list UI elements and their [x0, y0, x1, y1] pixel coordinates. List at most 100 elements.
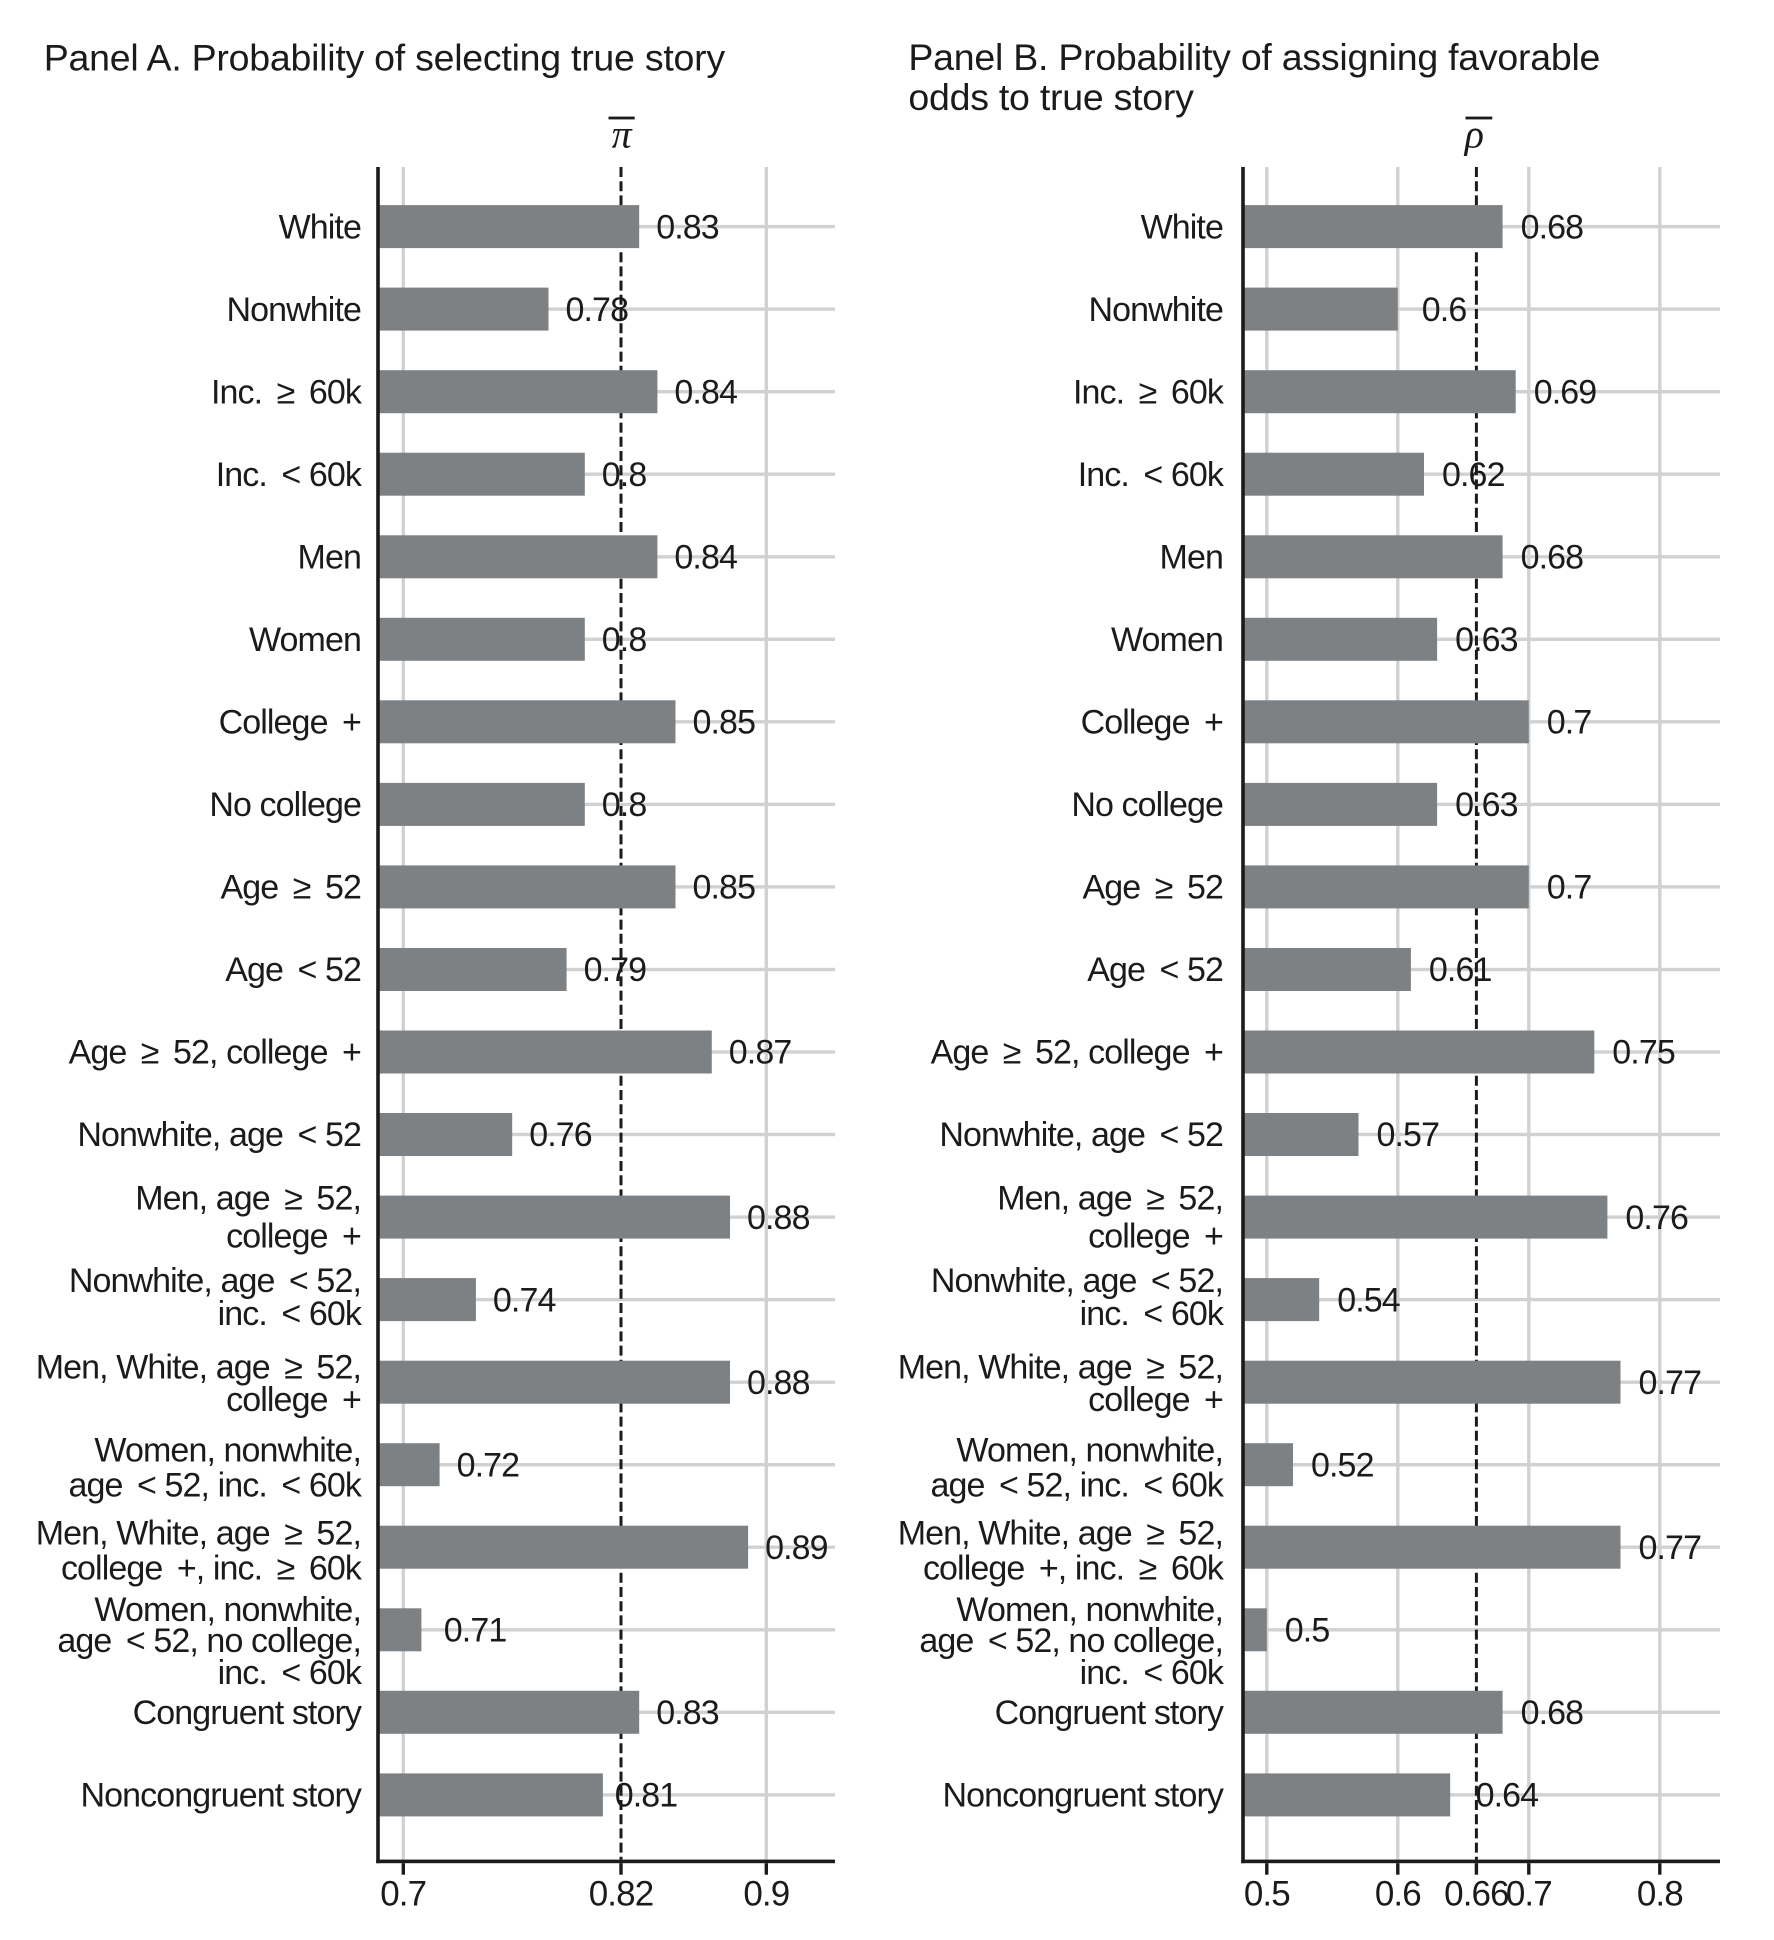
svg-text:0.8: 0.8 — [602, 456, 647, 494]
svg-text:0.64: 0.64 — [1476, 1777, 1539, 1815]
svg-text:College +: College + — [1081, 704, 1223, 742]
svg-text:Women, nonwhite,: Women, nonwhite, — [956, 1432, 1223, 1470]
svg-text:Women, nonwhite,: Women, nonwhite, — [956, 1591, 1223, 1629]
svg-text:0.76: 0.76 — [529, 1116, 592, 1154]
svg-text:college +: college + — [1088, 1381, 1223, 1419]
svg-text:0.7: 0.7 — [1547, 704, 1592, 742]
svg-text:0.5: 0.5 — [1244, 1875, 1290, 1914]
svg-text:0.9: 0.9 — [743, 1875, 789, 1914]
svg-text:0.77: 0.77 — [1639, 1364, 1702, 1402]
svg-text:Men: Men — [298, 539, 361, 577]
svg-text:0.5: 0.5 — [1285, 1612, 1330, 1650]
svg-text:0.72: 0.72 — [457, 1446, 520, 1484]
svg-text:ρ: ρ — [1463, 111, 1484, 156]
svg-text:Age ≥ 52: Age ≥ 52 — [221, 869, 361, 907]
svg-text:0.88: 0.88 — [747, 1364, 810, 1402]
svg-text:0.89: 0.89 — [765, 1529, 828, 1567]
svg-text:Inc. < 60k: Inc. < 60k — [216, 456, 363, 494]
svg-text:0.8: 0.8 — [602, 786, 647, 824]
svg-text:Age < 52: Age < 52 — [225, 951, 361, 989]
svg-text:0.84: 0.84 — [674, 373, 737, 411]
svg-text:College +: College + — [219, 704, 361, 742]
svg-text:0.87: 0.87 — [729, 1034, 792, 1072]
svg-text:age < 52, inc. < 60k: age < 52, inc. < 60k — [931, 1467, 1225, 1505]
svg-text:0.7: 0.7 — [380, 1875, 426, 1914]
svg-text:Panel A. Probability of select: Panel A. Probability of selecting true s… — [44, 36, 726, 78]
svg-text:White: White — [279, 208, 361, 246]
svg-text:0.63: 0.63 — [1455, 786, 1518, 824]
svg-text:age < 52, no college,: age < 52, no college, — [57, 1622, 361, 1660]
svg-text:0.88: 0.88 — [747, 1199, 810, 1237]
svg-text:0.76: 0.76 — [1625, 1199, 1688, 1237]
svg-text:inc. < 60k: inc. < 60k — [218, 1295, 363, 1333]
svg-text:π: π — [612, 112, 633, 157]
svg-text:0.68: 0.68 — [1521, 1694, 1584, 1732]
svg-text:Men, White, age ≥ 52,: Men, White, age ≥ 52, — [898, 1514, 1223, 1552]
svg-text:0.83: 0.83 — [656, 208, 719, 246]
svg-text:0.66: 0.66 — [1444, 1875, 1509, 1914]
svg-text:Age ≥ 52, college +: Age ≥ 52, college + — [69, 1034, 361, 1072]
svg-text:Nonwhite: Nonwhite — [226, 291, 361, 329]
svg-text:0.69: 0.69 — [1534, 373, 1597, 411]
svg-text:0.7: 0.7 — [1547, 869, 1592, 907]
svg-text:Women, nonwhite,: Women, nonwhite, — [94, 1591, 361, 1629]
svg-text:0.71: 0.71 — [444, 1612, 507, 1650]
svg-text:Nonwhite: Nonwhite — [1088, 291, 1223, 329]
svg-text:inc. < 60k: inc. < 60k — [1080, 1654, 1225, 1692]
svg-text:Nonwhite, age < 52: Nonwhite, age < 52 — [77, 1116, 361, 1154]
svg-text:0.62: 0.62 — [1442, 456, 1505, 494]
svg-text:0.77: 0.77 — [1639, 1529, 1702, 1567]
svg-text:inc. < 60k: inc. < 60k — [1080, 1295, 1225, 1333]
svg-text:0.8: 0.8 — [1637, 1875, 1683, 1914]
svg-text:Nonwhite, age < 52,: Nonwhite, age < 52, — [931, 1262, 1223, 1300]
svg-text:0.52: 0.52 — [1311, 1446, 1374, 1484]
svg-text:0.83: 0.83 — [656, 1694, 719, 1732]
svg-text:No college: No college — [1071, 786, 1223, 824]
svg-text:Noncongruent story: Noncongruent story — [942, 1777, 1223, 1815]
svg-text:college +: college + — [226, 1381, 361, 1419]
svg-text:Inc. ≥ 60k: Inc. ≥ 60k — [1073, 373, 1225, 411]
svg-text:Inc. ≥ 60k: Inc. ≥ 60k — [211, 373, 363, 411]
svg-text:0.63: 0.63 — [1455, 621, 1518, 659]
svg-text:0.85: 0.85 — [693, 704, 756, 742]
svg-text:0.79: 0.79 — [584, 951, 647, 989]
svg-text:Inc. < 60k: Inc. < 60k — [1078, 456, 1225, 494]
svg-text:inc. < 60k: inc. < 60k — [218, 1654, 363, 1692]
svg-text:Panel B. Probability of assign: Panel B. Probability of assigning favora… — [908, 36, 1600, 78]
svg-text:Noncongruent story: Noncongruent story — [80, 1777, 361, 1815]
svg-text:0.57: 0.57 — [1377, 1116, 1440, 1154]
svg-text:0.54: 0.54 — [1337, 1281, 1400, 1319]
svg-text:0.81: 0.81 — [615, 1777, 678, 1815]
svg-text:No college: No college — [209, 786, 361, 824]
svg-text:age < 52, no college,: age < 52, no college, — [919, 1622, 1223, 1660]
svg-text:Congruent story: Congruent story — [133, 1694, 362, 1732]
svg-text:Men, White, age ≥ 52,: Men, White, age ≥ 52, — [36, 1514, 361, 1552]
svg-text:0.74: 0.74 — [493, 1281, 556, 1319]
svg-text:Men, age ≥ 52,: Men, age ≥ 52, — [997, 1180, 1223, 1218]
svg-text:0.6: 0.6 — [1422, 291, 1467, 329]
svg-text:Nonwhite, age < 52,: Nonwhite, age < 52, — [69, 1262, 361, 1300]
svg-text:college +, inc. ≥ 60k: college +, inc. ≥ 60k — [61, 1549, 363, 1587]
svg-text:Women: Women — [249, 621, 361, 659]
svg-text:college +: college + — [1088, 1218, 1223, 1256]
svg-text:Age ≥ 52: Age ≥ 52 — [1083, 869, 1223, 907]
svg-text:odds to true story: odds to true story — [908, 76, 1194, 118]
svg-text:0.68: 0.68 — [1521, 208, 1584, 246]
svg-text:White: White — [1141, 208, 1223, 246]
svg-text:Men, age ≥ 52,: Men, age ≥ 52, — [135, 1180, 361, 1218]
svg-text:Congruent story: Congruent story — [995, 1694, 1224, 1732]
svg-text:0.82: 0.82 — [589, 1875, 654, 1914]
svg-text:college +, inc. ≥ 60k: college +, inc. ≥ 60k — [923, 1549, 1225, 1587]
svg-text:Men, White, age ≥ 52,: Men, White, age ≥ 52, — [898, 1349, 1223, 1387]
svg-text:Men, White, age ≥ 52,: Men, White, age ≥ 52, — [36, 1349, 361, 1387]
svg-text:0.75: 0.75 — [1612, 1034, 1675, 1072]
svg-text:0.61: 0.61 — [1429, 951, 1492, 989]
svg-text:0.68: 0.68 — [1521, 539, 1584, 577]
svg-text:college +: college + — [226, 1218, 361, 1256]
svg-text:Nonwhite, age < 52: Nonwhite, age < 52 — [939, 1116, 1223, 1154]
svg-text:0.78: 0.78 — [566, 291, 629, 329]
svg-text:Women: Women — [1111, 621, 1223, 659]
svg-text:0.8: 0.8 — [602, 621, 647, 659]
svg-text:Age < 52: Age < 52 — [1087, 951, 1223, 989]
svg-text:0.6: 0.6 — [1375, 1875, 1421, 1914]
